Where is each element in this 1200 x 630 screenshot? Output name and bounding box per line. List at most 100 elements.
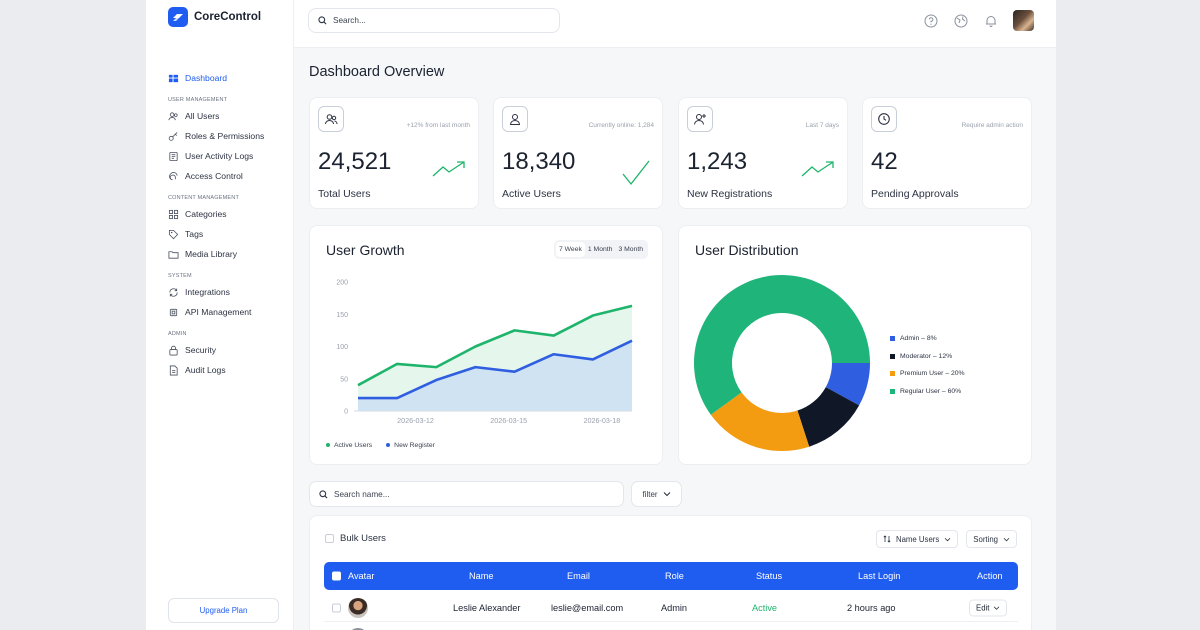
bulk-checkbox[interactable] <box>325 534 334 543</box>
trend-up-icon <box>801 161 834 177</box>
upgrade-plan-button[interactable]: Upgrade Plan <box>168 598 279 623</box>
table-row[interactable]: Leslie Alexander leslie@email.com Admin … <box>324 594 1018 622</box>
column-header-name[interactable]: Name <box>469 571 494 581</box>
sidebar-item-integrations[interactable]: Integrations <box>168 282 288 302</box>
bulk-users[interactable]: Bulk Users <box>325 533 386 544</box>
bell-icon[interactable] <box>983 13 999 29</box>
sidebar-item-all-users[interactable]: All Users <box>168 106 288 126</box>
stat-trend <box>622 160 650 191</box>
sidebar-item-dashboard[interactable]: Dashboard <box>168 68 288 88</box>
sidebar-item-label: Audit Logs <box>185 365 226 375</box>
top-actions <box>923 10 1034 31</box>
legend-swatch <box>890 371 895 377</box>
sort-icon <box>883 535 891 543</box>
logo[interactable]: CoreControl <box>168 7 261 27</box>
legend-dot <box>386 443 391 448</box>
legend-dot <box>326 443 330 448</box>
sorting-dropdown[interactable]: Sorting <box>966 530 1017 548</box>
sidebar-item-access-control[interactable]: Access Control <box>168 166 288 186</box>
column-header-action[interactable]: Action <box>977 571 1003 581</box>
stat-card-total-users: +12% from last month 24,521 Total Users <box>309 97 479 209</box>
table-controls: Name Users Sorting <box>875 530 1017 548</box>
sidebar-section-title: CONTENT MANAGEMENT <box>168 195 240 201</box>
stat-note: Currently online: 1,284 <box>588 122 654 129</box>
sidebar: CoreControl Dashboard USER MANAGEMENT All… <box>146 0 294 630</box>
stat-value: 24,521 <box>318 148 392 175</box>
pie-slice-admin[interactable] <box>825 363 870 406</box>
sidebar-item-label: Security <box>185 345 217 355</box>
legend-label: Active Users <box>334 442 373 449</box>
column-header-avatar[interactable]: Avatar <box>348 571 375 581</box>
legend-swatch <box>890 336 895 342</box>
user-distribution-legend: Admin – 8% Moderator – 12% Premium User – … <box>890 330 965 400</box>
stat-note: Last 7 days <box>805 122 839 129</box>
users-icon <box>168 111 178 120</box>
sidebar-item-api-management[interactable]: API Management <box>168 302 288 322</box>
legend-label: Moderator – 12% <box>900 352 953 360</box>
filter-dropdown[interactable]: filter <box>631 481 682 507</box>
cell-name: Leslie Alexander <box>453 602 521 613</box>
sidebar-item-label: Integrations <box>185 287 230 297</box>
pie-slice-regular-user[interactable] <box>694 274 870 415</box>
cell-last-login: 2 hours ago <box>847 602 896 613</box>
chevron-down-icon <box>663 492 670 497</box>
legend-label: Regular User – 60% <box>900 388 962 396</box>
stat-card-new-registrations: Last 7 days 1,243 New Registrations <box>678 97 848 209</box>
select-all-checkbox[interactable] <box>332 571 341 581</box>
users-icon <box>318 106 344 132</box>
fingerprint-icon <box>169 171 178 180</box>
column-header-role[interactable]: Role <box>665 571 684 581</box>
table-search-input[interactable]: Search name... <box>309 481 624 507</box>
trend-up-icon <box>432 161 465 177</box>
sidebar-item-label: Dashboard <box>185 73 228 83</box>
cell-role: Admin <box>661 602 688 613</box>
legend-label: Admin – 8% <box>900 335 937 343</box>
edit-button[interactable]: Edit <box>969 599 1008 616</box>
series-area-new-register <box>358 340 632 411</box>
column-header-status[interactable]: Status <box>756 571 783 581</box>
search-input[interactable]: Search... <box>308 8 560 33</box>
sidebar-item-security[interactable]: Security <box>168 340 288 360</box>
help-icon[interactable] <box>923 13 939 29</box>
column-header-email[interactable]: Email <box>567 571 590 581</box>
period-tab-3-month[interactable]: 3 Month <box>618 246 643 253</box>
stat-value: 1,243 <box>687 148 748 175</box>
row-checkbox[interactable] <box>332 603 341 612</box>
legend-label: Premium User – 20% <box>900 370 965 378</box>
user-avatar[interactable] <box>1013 10 1034 31</box>
sidebar-item-user-activity-logs[interactable]: User Activity Logs <box>168 146 288 166</box>
user-distribution-chart <box>694 274 870 451</box>
sidebar-item-label: User Activity Logs <box>185 151 254 161</box>
sidebar-item-tags[interactable]: Tags <box>168 224 288 244</box>
sidebar-item-media-library[interactable]: Media Library <box>168 244 288 264</box>
pie-slice-premium-user[interactable] <box>710 392 810 451</box>
page-title: Dashboard Overview <box>309 64 445 80</box>
sidebar-item-roles-permissions[interactable]: Roles & Permissions <box>168 126 288 146</box>
sidebar-item-label: Roles & Permissions <box>185 131 265 141</box>
globe-icon[interactable] <box>953 13 969 29</box>
search-icon <box>318 16 327 25</box>
sidebar-item-categories[interactable]: Categories <box>168 204 288 224</box>
row-action-dropdown[interactable]: Edit <box>969 599 1008 616</box>
pie-slice-moderator[interactable] <box>797 387 860 447</box>
folder-icon <box>168 250 179 259</box>
sidebar-item-label: Tags <box>185 229 204 239</box>
column-header-last-login[interactable]: Last Login <box>858 571 901 581</box>
logo-icon <box>168 7 188 27</box>
name-users-sort-button[interactable]: Name Users <box>875 530 959 548</box>
stat-card-active-users: Currently online: 1,284 18,340 Active Us… <box>493 97 663 209</box>
period-tab-1-month[interactable]: 1 Month <box>587 246 613 253</box>
name-users-label: Name Users <box>895 534 940 544</box>
check-icon <box>622 160 650 186</box>
sidebar-item-audit-logs[interactable]: Audit Logs <box>168 360 288 380</box>
stat-card-pending-approvals: Require admin action 42 Pending Approval… <box>862 97 1032 209</box>
sorting-label: Sorting <box>973 534 998 544</box>
sidebar-section-title: ADMIN <box>168 331 187 337</box>
table-search-placeholder: Search name... <box>334 489 390 499</box>
status-badge: Active <box>752 602 778 613</box>
dashboard-icon <box>168 74 179 82</box>
sync-icon <box>169 287 178 297</box>
sidebar-section-title: USER MANAGEMENT <box>168 97 228 103</box>
period-tab-7-week[interactable]: 7 Week <box>555 242 585 257</box>
legend-item: Active Users <box>326 442 372 449</box>
